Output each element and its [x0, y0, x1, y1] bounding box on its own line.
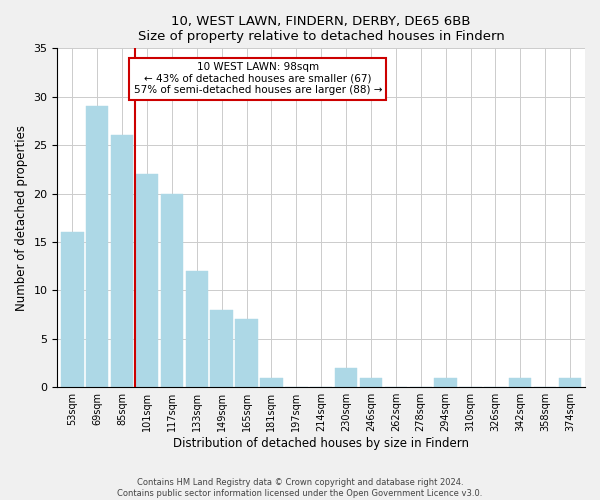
Bar [86, 106, 109, 387]
Bar [185, 271, 208, 387]
Bar [335, 368, 357, 387]
Bar [360, 378, 382, 387]
Bar [211, 310, 233, 387]
Bar [61, 232, 83, 387]
Title: 10, WEST LAWN, FINDERN, DERBY, DE65 6BB
Size of property relative to detached ho: 10, WEST LAWN, FINDERN, DERBY, DE65 6BB … [138, 15, 505, 43]
Text: Contains HM Land Registry data © Crown copyright and database right 2024.
Contai: Contains HM Land Registry data © Crown c… [118, 478, 482, 498]
Bar [161, 194, 183, 387]
Bar [136, 174, 158, 387]
Bar [509, 378, 532, 387]
Y-axis label: Number of detached properties: Number of detached properties [15, 125, 28, 311]
Bar [260, 378, 283, 387]
X-axis label: Distribution of detached houses by size in Findern: Distribution of detached houses by size … [173, 437, 469, 450]
Bar [235, 320, 258, 387]
Bar [434, 378, 457, 387]
Bar [559, 378, 581, 387]
Text: 10 WEST LAWN: 98sqm
← 43% of detached houses are smaller (67)
57% of semi-detach: 10 WEST LAWN: 98sqm ← 43% of detached ho… [134, 62, 382, 96]
Bar [111, 136, 133, 387]
